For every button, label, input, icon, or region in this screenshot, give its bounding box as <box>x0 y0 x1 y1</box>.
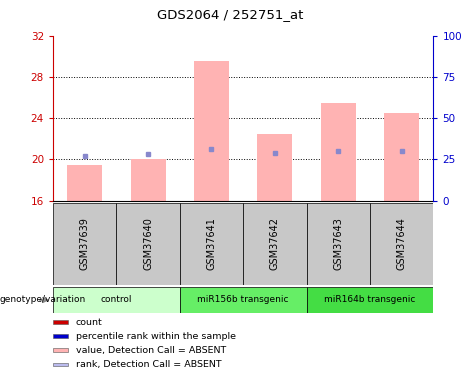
Text: count: count <box>76 318 103 327</box>
Bar <box>53 287 180 313</box>
Text: genotype/variation: genotype/variation <box>0 296 86 304</box>
Text: GSM37640: GSM37640 <box>143 217 153 270</box>
Text: miR164b transgenic: miR164b transgenic <box>324 296 416 304</box>
Bar <box>53 320 68 324</box>
Bar <box>116 202 180 285</box>
Bar <box>257 134 292 201</box>
Bar <box>307 202 370 285</box>
Text: rank, Detection Call = ABSENT: rank, Detection Call = ABSENT <box>76 360 221 369</box>
Bar <box>180 202 243 285</box>
Text: control: control <box>100 296 132 304</box>
Text: GSM37643: GSM37643 <box>333 217 343 270</box>
Bar <box>370 202 433 285</box>
Bar <box>307 287 433 313</box>
Bar <box>180 287 307 313</box>
Text: GSM37639: GSM37639 <box>80 217 90 270</box>
Bar <box>243 202 307 285</box>
Bar <box>53 363 68 366</box>
Text: GDS2064 / 252751_at: GDS2064 / 252751_at <box>157 8 304 21</box>
Text: GSM37644: GSM37644 <box>396 217 407 270</box>
Text: GSM37642: GSM37642 <box>270 217 280 270</box>
Text: miR156b transgenic: miR156b transgenic <box>197 296 289 304</box>
Bar <box>194 62 229 201</box>
Bar <box>53 202 116 285</box>
Bar <box>384 113 419 201</box>
Bar <box>53 348 68 352</box>
Text: percentile rank within the sample: percentile rank within the sample <box>76 332 236 340</box>
Text: GSM37641: GSM37641 <box>207 217 217 270</box>
Bar <box>130 159 165 201</box>
Text: value, Detection Call = ABSENT: value, Detection Call = ABSENT <box>76 346 226 355</box>
Bar <box>67 165 102 201</box>
Bar <box>321 103 356 201</box>
Bar <box>53 334 68 338</box>
